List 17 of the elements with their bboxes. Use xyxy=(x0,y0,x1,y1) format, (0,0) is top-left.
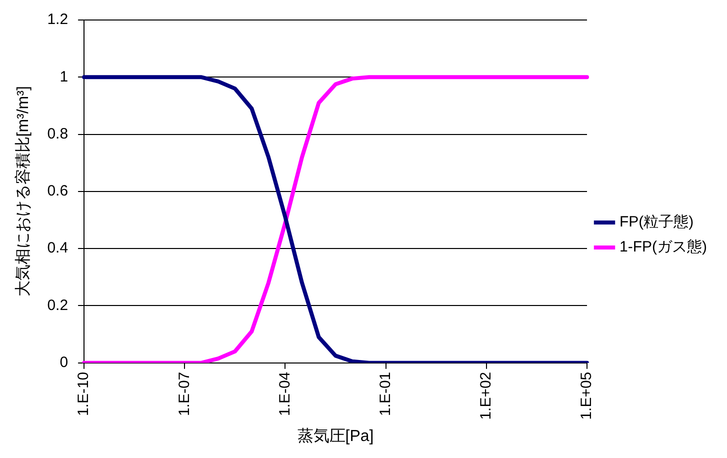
y-tick-label: 0.8 xyxy=(47,125,68,142)
x-tick-label: 1.E+05 xyxy=(578,372,596,420)
x-tick-label: 1.E-04 xyxy=(276,372,294,416)
y-tick-label: 0.2 xyxy=(47,296,68,314)
x-tick-label: 1.E-01 xyxy=(376,372,394,416)
x-tick-label: 1.E-10 xyxy=(75,372,92,416)
y-axis-title: 大気相における容積比[m³/m³] xyxy=(14,86,32,297)
y-tick-label: 1 xyxy=(60,68,68,86)
y-tick-label: 0.4 xyxy=(47,240,68,257)
legend-label: 1-FP(ガス態) xyxy=(620,238,708,256)
y-tick-label: 0 xyxy=(60,354,68,371)
legend-label: FP(粒子態) xyxy=(620,214,694,231)
y-tick-label: 1.2 xyxy=(47,11,68,28)
x-tick-label: 1.E-07 xyxy=(176,372,193,416)
x-tick-label: 1.E+02 xyxy=(478,372,495,420)
x-axis-title: 蒸気圧[Pa] xyxy=(297,426,374,445)
y-tick-label: 0.6 xyxy=(47,182,68,200)
